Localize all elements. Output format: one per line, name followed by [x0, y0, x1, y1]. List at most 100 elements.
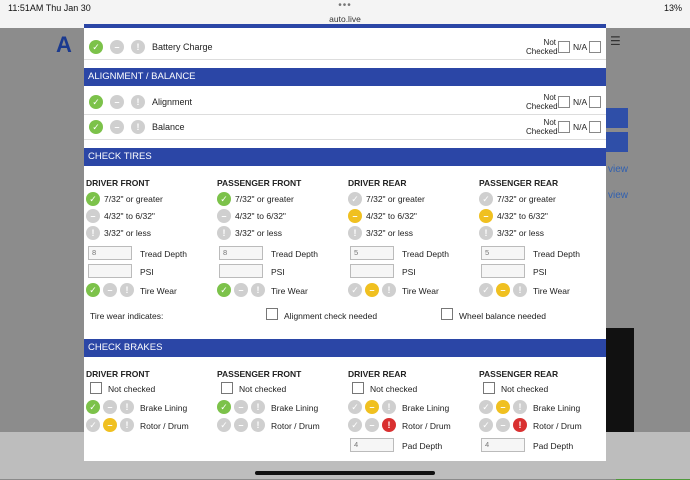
- tread-depth-label: Tread Depth: [140, 249, 187, 259]
- minus-icon[interactable]: –: [496, 283, 510, 297]
- alignment-needed-checkbox[interactable]: [266, 308, 278, 320]
- minus-icon[interactable]: –: [348, 209, 362, 223]
- check-icon[interactable]: ✓: [479, 192, 493, 206]
- not-checked-checkbox[interactable]: [558, 121, 570, 133]
- alert-icon[interactable]: !: [382, 418, 396, 432]
- alert-icon[interactable]: !: [131, 40, 145, 54]
- balance-needed-label: Wheel balance needed: [459, 311, 546, 321]
- minus-icon[interactable]: –: [234, 418, 248, 432]
- alert-icon[interactable]: !: [86, 226, 100, 240]
- check-icon[interactable]: ✓: [479, 418, 493, 432]
- alert-icon[interactable]: !: [120, 400, 134, 414]
- brake-column-title: PASSENGER REAR: [479, 369, 559, 379]
- not-checked-checkbox[interactable]: [221, 382, 233, 394]
- check-icon[interactable]: ✓: [479, 283, 493, 297]
- not-checked-checkbox[interactable]: [558, 96, 570, 108]
- brake-lining-label: Brake Lining: [271, 403, 319, 413]
- minus-icon[interactable]: –: [234, 283, 248, 297]
- menu-icon[interactable]: ☰: [610, 34, 621, 48]
- check-icon[interactable]: ✓: [86, 283, 100, 297]
- minus-icon[interactable]: –: [365, 418, 379, 432]
- check-icon[interactable]: ✓: [348, 418, 362, 432]
- minus-icon[interactable]: –: [365, 283, 379, 297]
- bg-link[interactable]: view: [608, 164, 629, 175]
- alert-icon[interactable]: !: [251, 283, 265, 297]
- check-icon[interactable]: ✓: [86, 192, 100, 206]
- alert-icon[interactable]: !: [513, 400, 527, 414]
- tire-option-label: 3/32" or less: [497, 228, 544, 238]
- alert-icon[interactable]: !: [382, 283, 396, 297]
- na-checkbox[interactable]: [589, 41, 601, 53]
- minus-icon[interactable]: –: [103, 418, 117, 432]
- tire-column-title: PASSENGER FRONT: [217, 178, 302, 188]
- check-icon[interactable]: ✓: [479, 400, 493, 414]
- check-icon[interactable]: ✓: [348, 283, 362, 297]
- na-label: N/A: [573, 97, 588, 107]
- minus-icon[interactable]: –: [110, 120, 124, 134]
- alert-icon[interactable]: !: [513, 418, 527, 432]
- minus-icon[interactable]: –: [496, 418, 510, 432]
- alert-icon[interactable]: !: [479, 226, 493, 240]
- tread-depth-input[interactable]: 5: [350, 246, 394, 260]
- not-checked-checkbox[interactable]: [352, 382, 364, 394]
- check-icon[interactable]: ✓: [217, 192, 231, 206]
- not-checked-label: Not checked: [239, 384, 287, 394]
- minus-icon[interactable]: –: [103, 283, 117, 297]
- pad-depth-input[interactable]: 4: [481, 438, 525, 452]
- balance-needed-checkbox[interactable]: [441, 308, 453, 320]
- psi-input[interactable]: [88, 264, 132, 278]
- alert-icon[interactable]: !: [131, 95, 145, 109]
- brake-lining-label: Brake Lining: [402, 403, 450, 413]
- minus-icon[interactable]: –: [110, 95, 124, 109]
- minus-icon[interactable]: –: [86, 209, 100, 223]
- psi-input[interactable]: [481, 264, 525, 278]
- bg-link[interactable]: view: [608, 190, 629, 201]
- inspection-modal: ✓ – ! Battery Charge Not Checked N/A ALI…: [84, 24, 606, 461]
- check-icon[interactable]: ✓: [89, 40, 103, 54]
- check-icon[interactable]: ✓: [348, 192, 362, 206]
- minus-icon[interactable]: –: [479, 209, 493, 223]
- alert-icon[interactable]: !: [120, 283, 134, 297]
- na-checkbox[interactable]: [589, 96, 601, 108]
- alert-icon[interactable]: !: [513, 283, 527, 297]
- battery-indicator: 13%: [663, 3, 682, 13]
- more-icon[interactable]: •••: [338, 0, 352, 11]
- tread-depth-input[interactable]: 8: [88, 246, 132, 260]
- check-icon[interactable]: ✓: [348, 400, 362, 414]
- check-icon[interactable]: ✓: [86, 400, 100, 414]
- tread-depth-input[interactable]: 5: [481, 246, 525, 260]
- psi-input[interactable]: [219, 264, 263, 278]
- alert-icon[interactable]: !: [251, 400, 265, 414]
- check-icon[interactable]: ✓: [89, 120, 103, 134]
- check-icon[interactable]: ✓: [217, 400, 231, 414]
- minus-icon[interactable]: –: [110, 40, 124, 54]
- minus-icon[interactable]: –: [103, 400, 117, 414]
- alert-icon[interactable]: !: [251, 418, 265, 432]
- alert-icon[interactable]: !: [348, 226, 362, 240]
- minus-icon[interactable]: –: [234, 400, 248, 414]
- check-icon[interactable]: ✓: [89, 95, 103, 109]
- minus-icon[interactable]: –: [496, 400, 510, 414]
- alert-icon[interactable]: !: [131, 120, 145, 134]
- alert-icon[interactable]: !: [120, 418, 134, 432]
- na-checkbox[interactable]: [589, 121, 601, 133]
- not-checked-checkbox[interactable]: [558, 41, 570, 53]
- check-icon[interactable]: ✓: [217, 418, 231, 432]
- na-label: N/A: [573, 122, 588, 132]
- minus-icon[interactable]: –: [365, 400, 379, 414]
- psi-label: PSI: [140, 267, 154, 277]
- address-bar[interactable]: auto.live: [329, 14, 361, 24]
- rotor-drum-label: Rotor / Drum: [402, 421, 451, 431]
- brake-column-title: PASSENGER FRONT: [217, 369, 302, 379]
- rotor-drum-label: Rotor / Drum: [533, 421, 582, 431]
- psi-input[interactable]: [350, 264, 394, 278]
- not-checked-checkbox[interactable]: [483, 382, 495, 394]
- minus-icon[interactable]: –: [217, 209, 231, 223]
- alert-icon[interactable]: !: [382, 400, 396, 414]
- check-icon[interactable]: ✓: [217, 283, 231, 297]
- alert-icon[interactable]: !: [217, 226, 231, 240]
- check-icon[interactable]: ✓: [86, 418, 100, 432]
- not-checked-checkbox[interactable]: [90, 382, 102, 394]
- pad-depth-input[interactable]: 4: [350, 438, 394, 452]
- tread-depth-input[interactable]: 8: [219, 246, 263, 260]
